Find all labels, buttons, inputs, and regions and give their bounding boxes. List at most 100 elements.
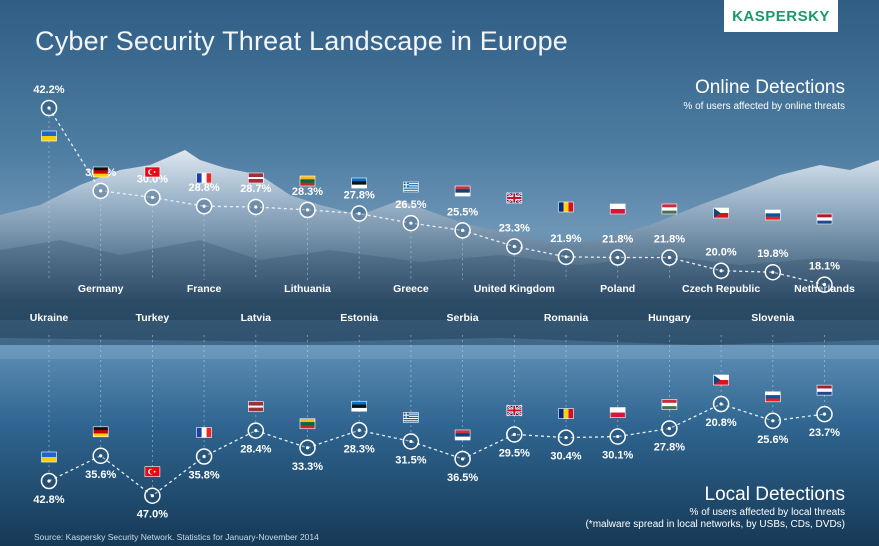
country-label: Ukraine xyxy=(29,312,69,324)
flag-stripe xyxy=(300,422,315,426)
online-flag-icon xyxy=(454,185,471,197)
flag-stripe xyxy=(403,184,419,186)
flag-border xyxy=(454,185,471,197)
online-data-point-center xyxy=(512,244,516,249)
flag-stripe xyxy=(558,408,564,419)
online-flag-icon xyxy=(558,201,574,213)
local-value-label: 28.4% xyxy=(240,444,271,456)
country-label: Slovenia xyxy=(751,312,795,324)
flag-border xyxy=(41,451,57,463)
local-value-label: 20.8% xyxy=(705,417,736,429)
local-series-line xyxy=(48,403,825,497)
online-data-point-center xyxy=(99,189,103,193)
flag-stripe xyxy=(817,220,832,225)
flag-border xyxy=(351,177,368,189)
local-data-point-center xyxy=(822,412,827,416)
online-data-point-center xyxy=(667,255,672,260)
flag-border xyxy=(661,399,678,410)
local-flag-icon xyxy=(609,407,626,418)
flag-border xyxy=(403,181,419,193)
local-data-point-center xyxy=(616,434,620,439)
flag-border xyxy=(713,207,729,219)
flag-stripe xyxy=(610,204,626,210)
flag-stripe xyxy=(93,433,109,437)
flag-stripe xyxy=(563,408,569,419)
online-data-point-center xyxy=(254,205,258,209)
flag-border xyxy=(92,426,109,438)
local-data-point-center xyxy=(512,432,516,437)
flag-border xyxy=(558,408,574,419)
flag-triangle xyxy=(713,375,721,385)
local-flag-icon xyxy=(816,384,833,396)
local-data-point-center xyxy=(305,446,310,450)
local-value-label: 35.8% xyxy=(188,470,219,482)
flag-stripe xyxy=(403,420,419,422)
local-flag-icon xyxy=(41,451,57,463)
flag-stripe xyxy=(455,189,471,193)
online-detections-subtitle: % of users affected by online threats xyxy=(683,101,845,112)
flag-stripe xyxy=(765,213,781,217)
online-value-label: 25.5% xyxy=(447,206,478,218)
flag-stripe xyxy=(765,216,781,221)
flag-border xyxy=(248,401,264,412)
flag-stripe xyxy=(93,167,109,171)
country-label: Lithuania xyxy=(284,283,331,295)
online-flag-icon xyxy=(506,192,523,204)
flag-border xyxy=(144,466,161,478)
flag-star xyxy=(153,171,156,173)
country-label: Hungary xyxy=(648,312,691,324)
local-data-point-center xyxy=(357,428,361,432)
flag-stripe xyxy=(403,419,419,421)
local-flag-icon xyxy=(403,412,419,423)
flag-stripe xyxy=(403,183,419,185)
local-detections-note: (*malware spread in local networks, by U… xyxy=(585,519,845,530)
local-value-label: 36.5% xyxy=(447,472,478,484)
flag-stripe xyxy=(41,457,57,463)
flag-stripe xyxy=(765,395,781,399)
flag-border xyxy=(609,407,626,418)
online-flag-icon xyxy=(196,172,212,184)
flag-stripe xyxy=(661,399,677,404)
online-data-point-center xyxy=(47,106,51,110)
local-flag-icon xyxy=(661,399,678,410)
online-value-label: 26.5% xyxy=(395,199,426,211)
country-label: United Kingdom xyxy=(473,283,555,295)
local-data-point-center xyxy=(667,426,672,431)
flag-stripe xyxy=(300,176,315,180)
flag-stripe xyxy=(300,182,315,187)
flag-stripe xyxy=(713,380,729,385)
online-data-point-center xyxy=(305,208,310,212)
online-flag-icon xyxy=(816,213,833,225)
flag-stripe xyxy=(351,407,367,412)
flag-stripe xyxy=(206,427,212,438)
online-value-label: 28.7% xyxy=(240,183,271,195)
local-detections-subtitle: % of users affected by local threats xyxy=(689,507,845,518)
flag-stripe xyxy=(765,210,781,214)
local-flag-icon xyxy=(248,401,264,412)
flag-border xyxy=(506,405,523,416)
flag-stripe xyxy=(455,186,471,190)
local-value-label: 28.3% xyxy=(344,443,375,455)
local-flag-icon xyxy=(144,466,161,478)
country-label: Serbia xyxy=(446,312,479,324)
flag-stripe xyxy=(568,202,574,212)
online-data-point-center xyxy=(202,204,206,208)
local-data-point-center xyxy=(719,402,723,406)
flag-stripe xyxy=(403,186,419,188)
flag-stripe xyxy=(403,182,419,184)
flag-stripe xyxy=(817,388,832,393)
flag-stripe xyxy=(563,202,569,212)
flag-stripe xyxy=(403,185,419,187)
online-value-label: 28.3% xyxy=(292,186,323,198)
flag-border xyxy=(403,412,419,423)
country-label: France xyxy=(186,283,222,295)
online-data-point-center xyxy=(616,255,620,260)
online-data-point-center xyxy=(150,195,154,200)
online-data-point-center xyxy=(822,283,827,287)
flag-stripe xyxy=(201,427,207,438)
online-value-label: 19.8% xyxy=(757,248,788,260)
flag-stripe xyxy=(610,407,626,413)
flag-star xyxy=(153,470,156,473)
